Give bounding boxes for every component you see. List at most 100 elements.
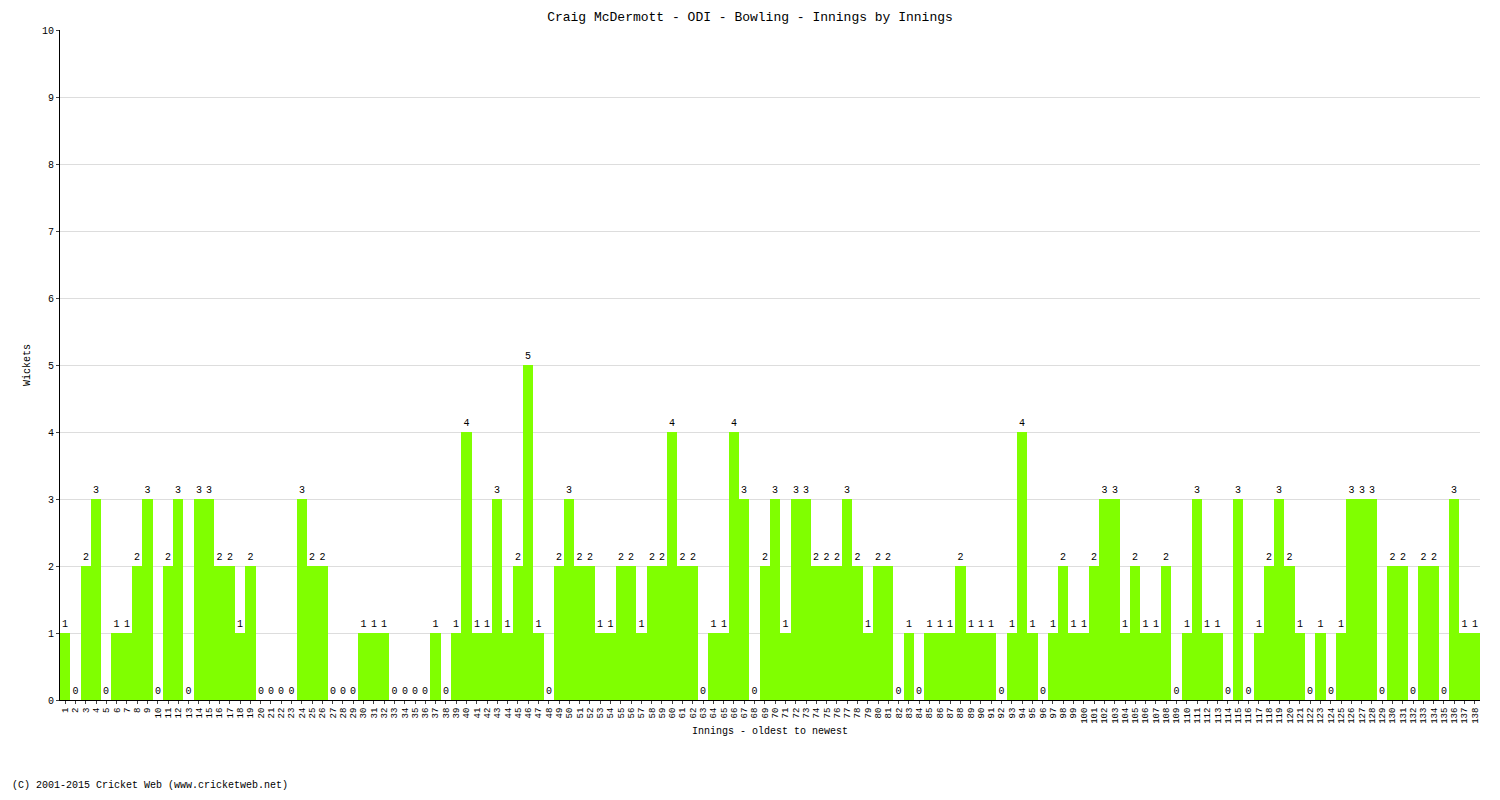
svg-text:96: 96 xyxy=(1039,708,1049,719)
svg-text:92: 92 xyxy=(997,708,1007,719)
svg-text:100: 100 xyxy=(1080,708,1090,724)
svg-text:117: 117 xyxy=(1255,708,1265,724)
svg-text:21: 21 xyxy=(267,708,277,719)
svg-text:2: 2 xyxy=(1091,552,1097,563)
svg-text:2: 2 xyxy=(618,552,624,563)
svg-text:0: 0 xyxy=(330,686,336,697)
svg-text:1: 1 xyxy=(535,619,541,630)
svg-text:0: 0 xyxy=(268,686,274,697)
svg-text:2: 2 xyxy=(659,552,665,563)
svg-text:41: 41 xyxy=(473,708,483,719)
svg-text:2: 2 xyxy=(319,552,325,563)
svg-text:4: 4 xyxy=(1019,418,1025,429)
svg-text:1: 1 xyxy=(1204,619,1210,630)
svg-text:82: 82 xyxy=(895,708,905,719)
svg-text:0: 0 xyxy=(1307,686,1313,697)
svg-text:52: 52 xyxy=(586,708,596,719)
svg-text:2: 2 xyxy=(309,552,315,563)
svg-text:107: 107 xyxy=(1152,708,1162,724)
svg-text:95: 95 xyxy=(1028,708,1038,719)
svg-text:3: 3 xyxy=(494,485,500,496)
svg-text:1: 1 xyxy=(381,619,387,630)
svg-text:20: 20 xyxy=(257,708,267,719)
svg-text:13: 13 xyxy=(185,708,195,719)
svg-text:3: 3 xyxy=(566,485,572,496)
svg-text:1: 1 xyxy=(926,619,932,630)
svg-text:3: 3 xyxy=(793,485,799,496)
svg-text:3: 3 xyxy=(1112,485,1118,496)
svg-text:64: 64 xyxy=(709,708,719,719)
svg-text:2: 2 xyxy=(71,708,81,713)
svg-text:19: 19 xyxy=(246,708,256,719)
svg-text:1: 1 xyxy=(782,619,788,630)
svg-text:24: 24 xyxy=(298,708,308,719)
svg-text:2: 2 xyxy=(854,552,860,563)
svg-text:2: 2 xyxy=(813,552,819,563)
svg-text:0: 0 xyxy=(1225,686,1231,697)
svg-text:1: 1 xyxy=(1081,619,1087,630)
svg-text:1: 1 xyxy=(1009,619,1015,630)
svg-text:130: 130 xyxy=(1388,708,1398,724)
svg-text:97: 97 xyxy=(1049,708,1059,719)
svg-text:134: 134 xyxy=(1430,708,1440,724)
svg-text:3: 3 xyxy=(772,485,778,496)
svg-text:37: 37 xyxy=(432,708,442,719)
svg-text:3: 3 xyxy=(1276,485,1282,496)
svg-text:1: 1 xyxy=(113,619,119,630)
svg-text:1: 1 xyxy=(1070,619,1076,630)
svg-text:0: 0 xyxy=(998,686,1004,697)
svg-text:135: 135 xyxy=(1440,708,1450,724)
svg-text:8: 8 xyxy=(48,160,54,171)
svg-text:124: 124 xyxy=(1327,708,1337,724)
svg-text:62: 62 xyxy=(689,708,699,719)
svg-text:29: 29 xyxy=(349,708,359,719)
svg-text:18: 18 xyxy=(236,708,246,719)
svg-text:38: 38 xyxy=(442,708,452,719)
svg-text:69: 69 xyxy=(761,708,771,719)
svg-text:42: 42 xyxy=(483,708,493,719)
svg-text:1: 1 xyxy=(1214,619,1220,630)
svg-text:116: 116 xyxy=(1244,708,1254,724)
svg-text:73: 73 xyxy=(802,708,812,719)
svg-text:2: 2 xyxy=(216,552,222,563)
svg-text:83: 83 xyxy=(905,708,915,719)
svg-text:31: 31 xyxy=(370,708,380,719)
svg-text:88: 88 xyxy=(956,708,966,719)
svg-text:0: 0 xyxy=(340,686,346,697)
svg-text:1: 1 xyxy=(1256,619,1262,630)
svg-text:128: 128 xyxy=(1368,708,1378,724)
svg-text:1: 1 xyxy=(371,619,377,630)
svg-text:2: 2 xyxy=(83,552,89,563)
svg-text:1: 1 xyxy=(865,619,871,630)
svg-text:47: 47 xyxy=(534,708,544,719)
svg-text:1: 1 xyxy=(1050,619,1056,630)
svg-text:3: 3 xyxy=(144,485,150,496)
svg-text:101: 101 xyxy=(1090,708,1100,724)
svg-text:0: 0 xyxy=(895,686,901,697)
svg-text:1: 1 xyxy=(504,619,510,630)
svg-text:1: 1 xyxy=(124,619,130,630)
svg-text:58: 58 xyxy=(648,708,658,719)
svg-text:2: 2 xyxy=(1286,552,1292,563)
svg-text:110: 110 xyxy=(1183,708,1193,724)
svg-text:2: 2 xyxy=(134,552,140,563)
svg-text:0: 0 xyxy=(350,686,356,697)
svg-text:1: 1 xyxy=(453,619,459,630)
svg-text:3: 3 xyxy=(1194,485,1200,496)
svg-text:109: 109 xyxy=(1172,708,1182,724)
svg-text:3: 3 xyxy=(206,485,212,496)
svg-text:2: 2 xyxy=(1132,552,1138,563)
svg-text:67: 67 xyxy=(740,708,750,719)
svg-text:120: 120 xyxy=(1286,708,1296,724)
svg-text:2: 2 xyxy=(1400,552,1406,563)
svg-text:105: 105 xyxy=(1131,708,1141,724)
svg-text:3: 3 xyxy=(741,485,747,496)
svg-text:1: 1 xyxy=(968,619,974,630)
svg-text:1: 1 xyxy=(474,619,480,630)
svg-text:0: 0 xyxy=(258,686,264,697)
svg-text:3: 3 xyxy=(48,495,54,506)
svg-text:46: 46 xyxy=(524,708,534,719)
svg-text:75: 75 xyxy=(823,708,833,719)
svg-text:1: 1 xyxy=(432,619,438,630)
svg-text:113: 113 xyxy=(1214,708,1224,724)
